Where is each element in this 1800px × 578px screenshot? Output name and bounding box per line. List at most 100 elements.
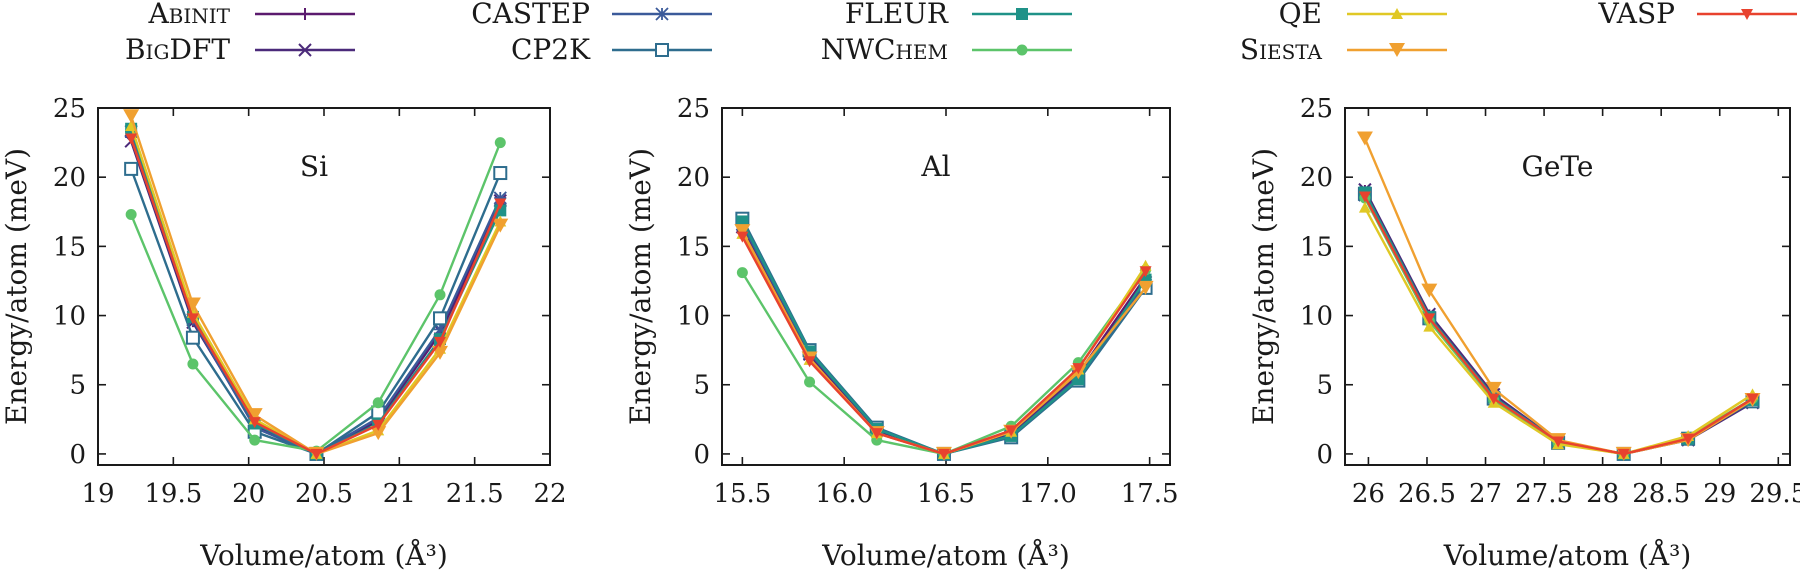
series-nwchem: [1359, 192, 1759, 460]
y-axis-label: Energy/atom (meV): [624, 148, 657, 425]
panel-gete: 0 5 10 15 20 25 26 26.5 27 27.5 28 28.5 29 29.5 Volume…: [1247, 94, 1800, 572]
data-point: [804, 376, 816, 388]
legend-item-vasp: VASP: [1597, 0, 1797, 30]
y-tick-label: 5: [693, 371, 710, 401]
legend-label: CP2K: [511, 33, 591, 66]
data-point: [492, 218, 509, 233]
series-line: [741, 220, 1147, 456]
data-point: [1421, 283, 1438, 298]
x-axis-label: Volume/atom (Å³): [199, 539, 448, 572]
series-fleur: [1358, 186, 1759, 460]
legend-label: NWChem: [821, 33, 948, 66]
data-point: [433, 311, 448, 326]
data-point: [432, 345, 449, 360]
panel-si: 0 5 10 15 20 25 19 19.5 20 20.5 21 21.5 22 Volume/ato…: [0, 94, 567, 572]
legend-item-abinit: Abinit: [147, 0, 355, 30]
y-tick-label: 15: [1300, 232, 1333, 262]
y-tick-label: 15: [677, 232, 710, 262]
x-tick-label: 21: [383, 479, 416, 509]
series-abinit: [1358, 185, 1759, 460]
y-tick-label: 5: [1316, 371, 1333, 401]
panel-title: GeTe: [1521, 150, 1593, 183]
y-axis-label: Energy/atom (meV): [0, 148, 33, 425]
data-point: [370, 426, 387, 441]
series-vasp: [736, 231, 1152, 460]
data-point: [248, 417, 261, 429]
data-point: [1358, 191, 1371, 203]
y-tick-label: 25: [677, 94, 710, 124]
data-point: [494, 137, 506, 149]
data-point: [937, 448, 950, 460]
data-point: [1358, 201, 1371, 213]
x-tick-label: 17.5: [1121, 479, 1179, 509]
data-point: [1423, 313, 1436, 325]
x-axis-label: Volume/atom (Å³): [821, 539, 1070, 572]
panel-title: Si: [300, 150, 328, 183]
data-point: [1485, 381, 1502, 396]
y-tick-label: 0: [69, 440, 86, 470]
data-point: [493, 166, 508, 181]
y-tick-label: 5: [69, 371, 86, 401]
series-bigdft: [1358, 182, 1760, 461]
x-tick-label: 27: [1469, 479, 1502, 509]
panel-al: 0 5 10 15 20 25 15.5 16.0 16.5 17.0 17.5 Volume/ato…: [624, 94, 1179, 572]
legend-marker: [1016, 8, 1028, 20]
data-point: [249, 434, 261, 446]
x-tick-label: 16.5: [917, 479, 975, 509]
y-tick-label: 10: [1300, 302, 1333, 332]
x-tick-label: 21.5: [446, 479, 504, 509]
x-axis-label: Volume/atom (Å³): [1443, 539, 1692, 572]
data-point: [187, 358, 199, 370]
y-tick-label: 15: [53, 232, 86, 262]
y-tick-label: 10: [53, 302, 86, 332]
y-tick-label: 10: [677, 302, 710, 332]
legend-marker: [655, 43, 669, 57]
legend-item-siesta: Siesta: [1240, 33, 1447, 66]
series-siesta: [734, 224, 1154, 461]
x-tick-label: 22: [533, 479, 566, 509]
x-tick-label: 17.0: [1019, 479, 1077, 509]
data-point: [186, 313, 199, 325]
data-point: [1356, 131, 1373, 146]
y-tick-label: 0: [693, 440, 710, 470]
data-point: [124, 161, 139, 176]
y-axis-label: Energy/atom (meV): [1247, 148, 1280, 425]
data-point: [1423, 320, 1436, 332]
x-tick-label: 28: [1586, 479, 1619, 509]
data-point: [803, 356, 816, 368]
data-point: [125, 209, 137, 221]
x-tick-label: 16.0: [815, 479, 873, 509]
data-point: [1617, 448, 1630, 460]
legend-marker: [299, 8, 311, 20]
data-point: [493, 191, 507, 205]
x-tick-label: 19.5: [144, 479, 202, 509]
data-point: [125, 133, 138, 145]
legend-marker: [1741, 9, 1753, 20]
data-point: [1552, 436, 1565, 448]
data-point: [433, 322, 447, 337]
series-line: [1363, 207, 1754, 456]
x-tick-label: 15.5: [713, 479, 771, 509]
x-tick-label: 19: [81, 479, 114, 509]
legend-marker: [655, 7, 669, 21]
legend-marker: [1391, 8, 1403, 19]
data-point: [184, 297, 201, 312]
data-point: [1072, 363, 1085, 375]
data-point: [434, 336, 447, 348]
series-vasp: [125, 133, 507, 460]
series-line: [1363, 137, 1754, 456]
y-tick-label: 20: [677, 163, 710, 193]
data-point: [494, 198, 507, 210]
legend-item-bigdft: BigDFT: [125, 33, 355, 66]
legend-item-fleur: FLEUR: [845, 0, 1072, 30]
legend-label: QE: [1279, 0, 1322, 30]
x-tick-label: 28.5: [1632, 479, 1690, 509]
x-tick-label: 20: [232, 479, 265, 509]
data-point: [1746, 393, 1759, 405]
data-point: [1005, 425, 1018, 437]
data-point: [734, 224, 751, 239]
x-tick-label: 26: [1352, 479, 1385, 509]
legend-marker: [298, 43, 312, 57]
